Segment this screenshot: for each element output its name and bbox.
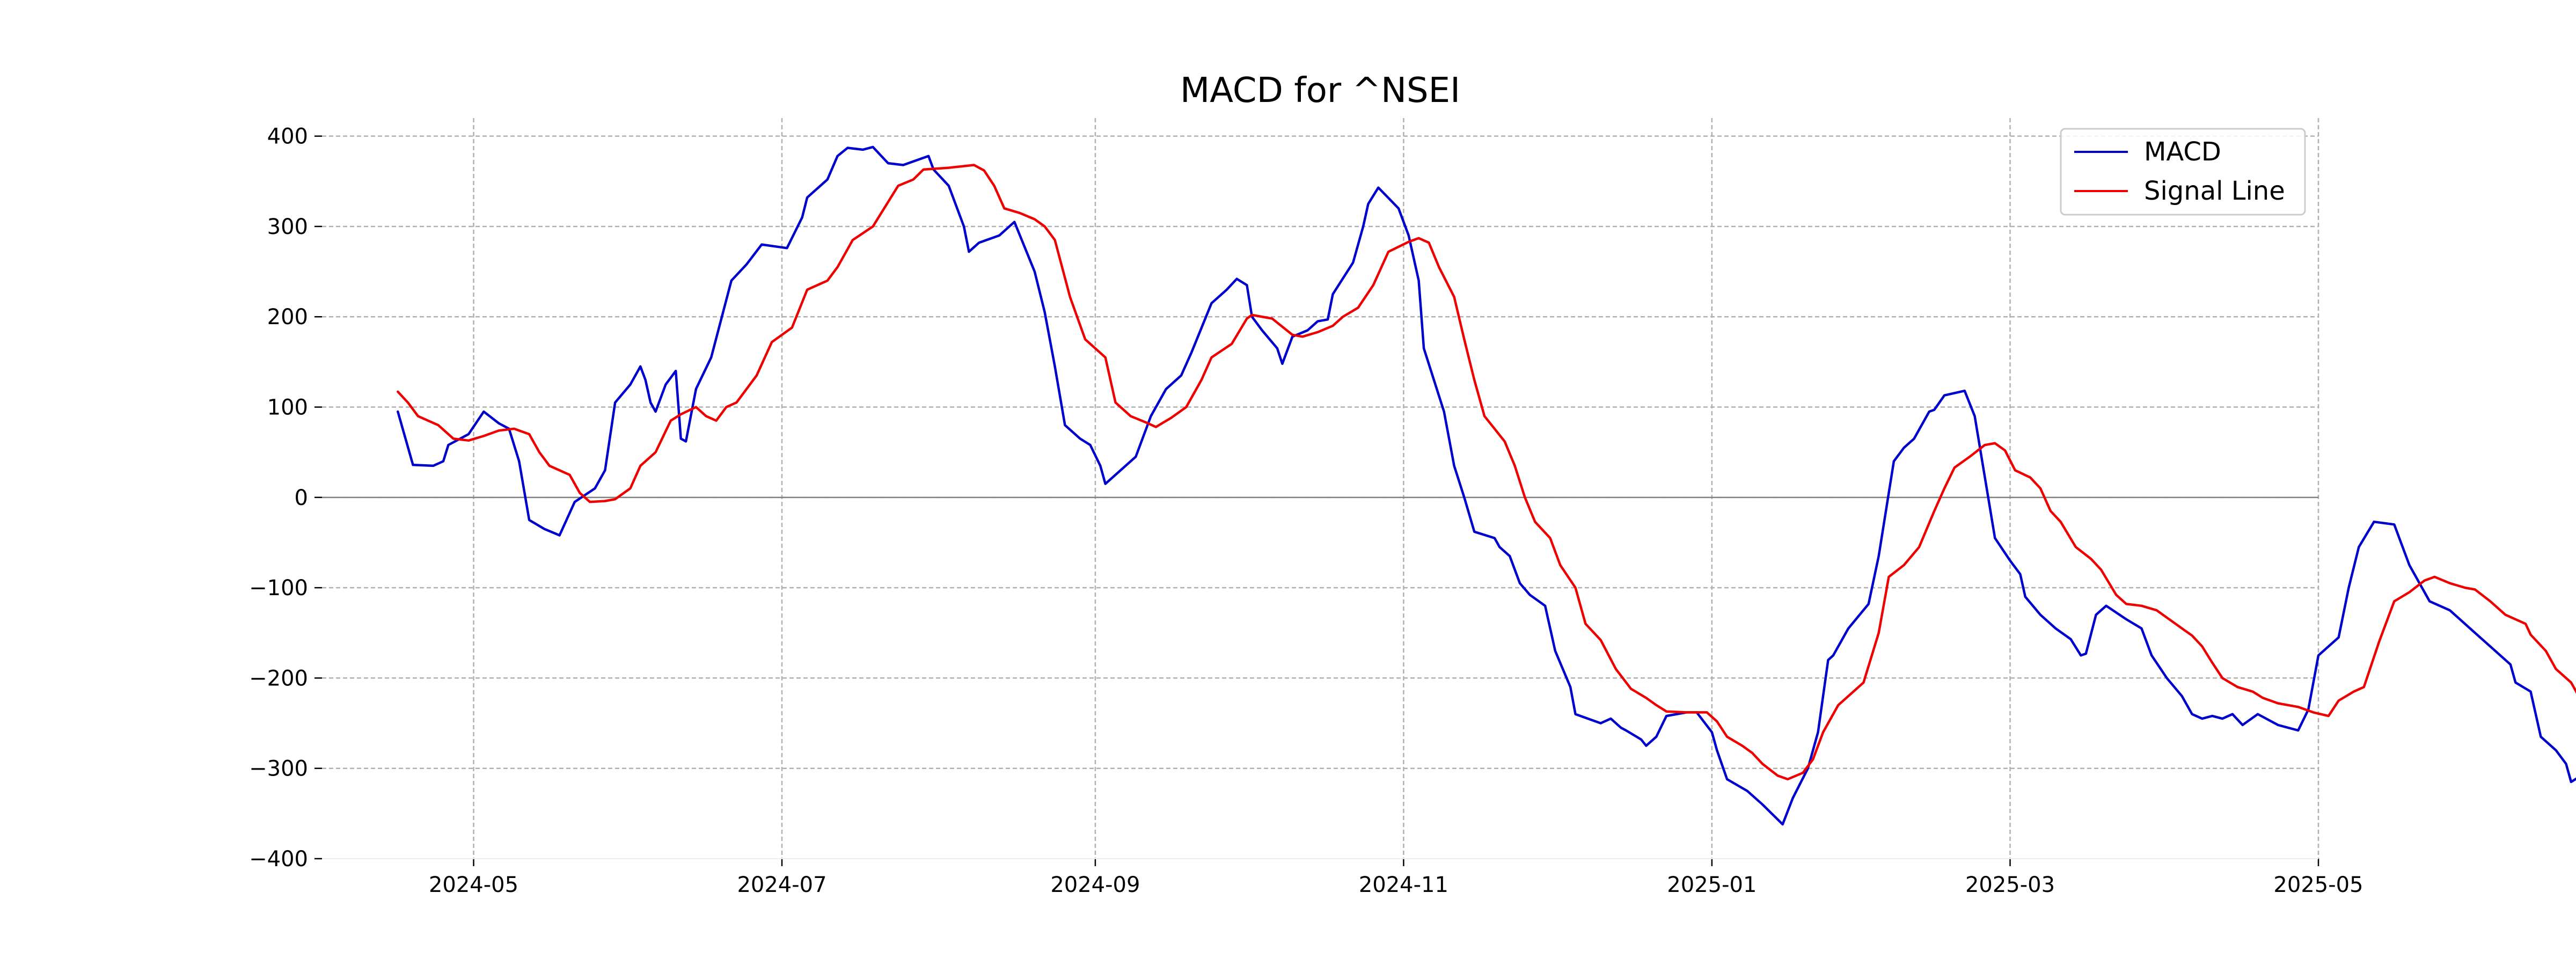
- y-tick-label: 400: [267, 125, 308, 149]
- series-line-signal-line: [397, 164, 2576, 781]
- legend-frame: [2060, 128, 2306, 216]
- x-tick-label: 2024-09: [1050, 873, 1140, 897]
- grid: [322, 118, 2319, 859]
- y-tick-label: −200: [249, 666, 308, 691]
- y-tick-label: −100: [249, 576, 308, 601]
- x-tick-label: 2024-07: [737, 873, 826, 897]
- x-tick-label: 2025-01: [1667, 873, 1757, 897]
- series-line-macd: [397, 145, 2576, 826]
- y-tick-label: −300: [249, 757, 308, 781]
- legend-macd-label: MACD: [2144, 137, 2221, 167]
- legend: MACD Signal Line: [2060, 128, 2306, 216]
- y-tick-label: 200: [267, 305, 308, 330]
- legend-signal-line-label: Signal Line: [2144, 176, 2285, 206]
- series: [397, 145, 2576, 826]
- chart-title: MACD for ^NSEI: [1180, 71, 1460, 111]
- y-tick-label: 0: [295, 486, 308, 510]
- y-tick-label: 100: [267, 396, 308, 420]
- y-tick-label: −400: [249, 847, 308, 872]
- x-tick-label: 2024-05: [429, 873, 518, 897]
- x-tick-label: 2024-11: [1359, 873, 1448, 897]
- x-tick-label: 2025-05: [2273, 873, 2363, 897]
- y-tick-label: 300: [267, 215, 308, 239]
- axes: 2024-05 2024-07 2024-09 2024-11 2025-01 2025-…: [249, 125, 2363, 897]
- x-tick-label: 2025-03: [1965, 873, 2055, 897]
